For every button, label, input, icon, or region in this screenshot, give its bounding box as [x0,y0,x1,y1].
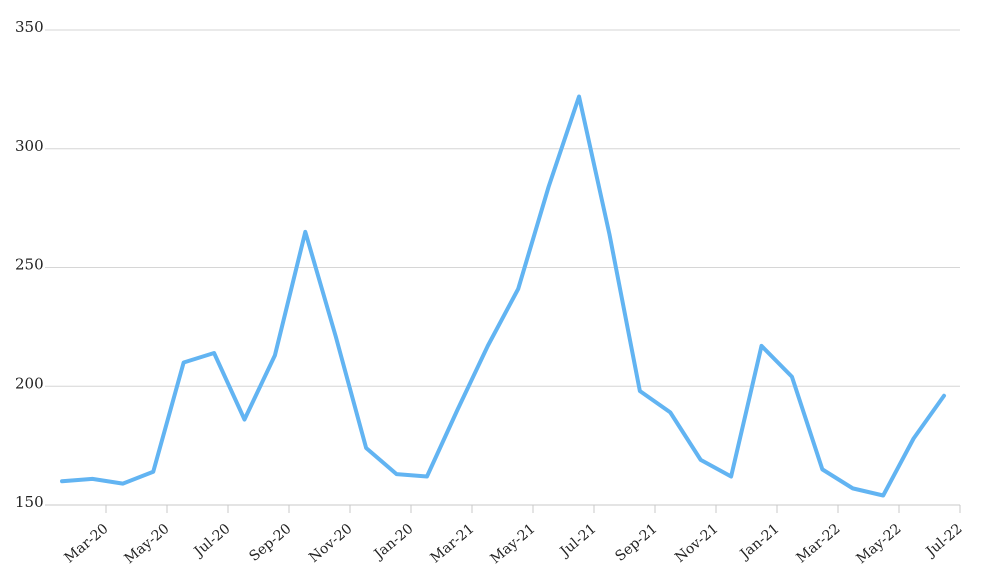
x-tick-label: Jul-22 [922,521,966,561]
y-tick-label: 350 [15,18,44,36]
x-tick-label: May-22 [854,521,905,567]
x-tick-label: Jul-21 [556,521,600,561]
x-tick-label: Nov-21 [672,521,721,566]
x-tick-label: Sep-21 [612,521,660,565]
series-layer [60,94,946,498]
x-axis [105,505,961,513]
x-tick-label: Jan-20 [370,521,417,564]
x-axis-labels: Mar-20 May-20 Jul-20 Sep-20 Nov-20 Jan-20 Mar-… [62,521,966,567]
x-tick-label: Sep-20 [246,521,294,565]
y-tick-label: 150 [15,493,44,511]
x-tick-label: Mar-21 [428,521,478,567]
y-axis-labels: 150 200 250 300 350 [15,18,44,511]
y-tick-label: 200 [15,374,44,392]
x-tick-label: Mar-22 [794,521,844,567]
x-tick-label: Nov-20 [306,521,355,566]
y-tick-label: 300 [15,137,44,155]
x-tick-label: Mar-20 [62,521,112,567]
x-tick-label: May-21 [488,521,539,567]
x-tick-label: May-20 [122,521,173,567]
x-tick-label: Jul-20 [190,521,234,561]
series-line [60,94,946,498]
gridlines [45,29,960,506]
x-tick-label: Jan-21 [736,521,783,564]
y-tick-label: 250 [15,256,44,274]
